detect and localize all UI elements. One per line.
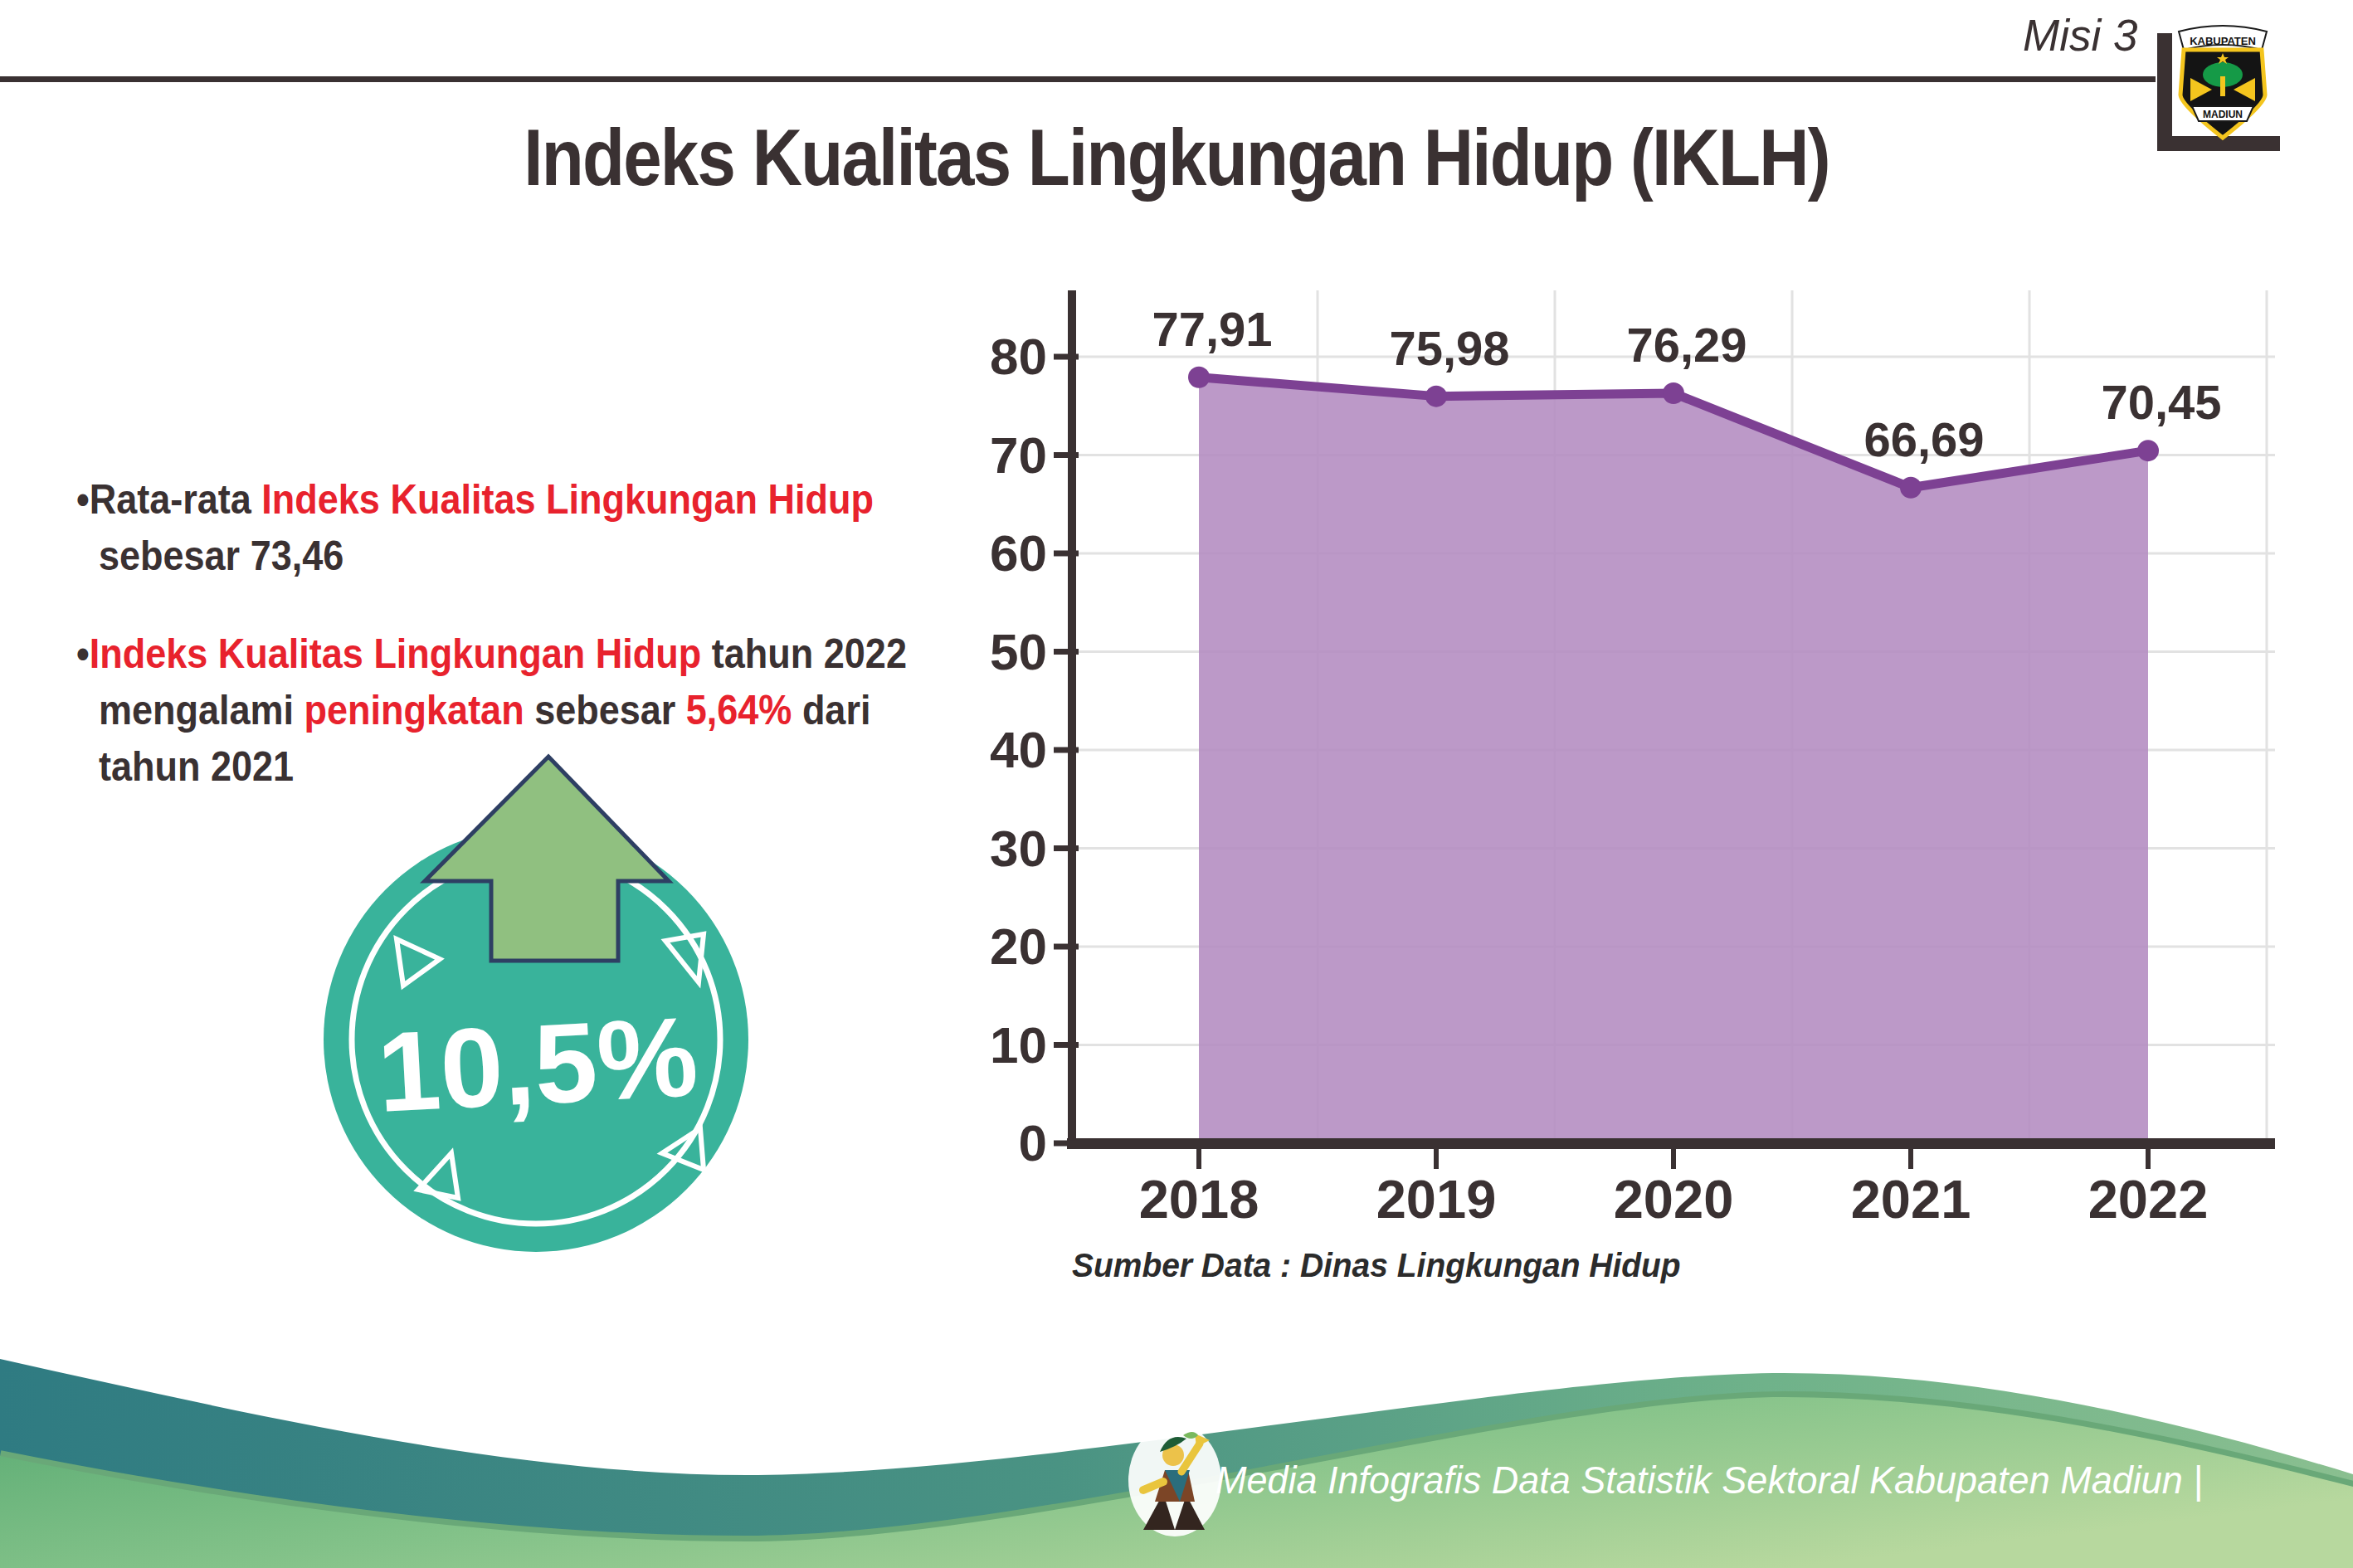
y-tick-label: 30 bbox=[990, 820, 1047, 877]
x-tick bbox=[2146, 1149, 2151, 1169]
y-tick-label: 70 bbox=[990, 426, 1047, 484]
y-tick-label: 80 bbox=[990, 328, 1047, 385]
kabupaten-madiun-logo: KABUPATEN MADIUN bbox=[2157, 26, 2280, 151]
logo-bottom-text: MADIUN bbox=[2203, 109, 2243, 120]
x-tick bbox=[1196, 1149, 1201, 1169]
badge-value: 10,5% bbox=[374, 993, 700, 1136]
y-tick-label: 60 bbox=[990, 524, 1047, 582]
data-label: 66,69 bbox=[1863, 412, 1984, 466]
data-label: 77,91 bbox=[1152, 302, 1272, 356]
footer-banner: Media Infografis Data Statistik Sektoral… bbox=[0, 1359, 2353, 1568]
y-tick-label: 40 bbox=[990, 721, 1047, 778]
y-tick bbox=[1054, 747, 1079, 753]
chart: 77,91 75,98 76,29 66,69 70,45 0 10 20 30 40 50 60 70… bbox=[990, 290, 2275, 1230]
data-point bbox=[1900, 477, 1922, 499]
data-label: 76,29 bbox=[1626, 318, 1746, 372]
y-tick bbox=[1054, 1042, 1079, 1048]
y-tick-label: 0 bbox=[1019, 1114, 1047, 1171]
data-point bbox=[1663, 382, 1684, 404]
y-tick-label: 10 bbox=[990, 1016, 1047, 1074]
graphics-layer: 77,91 75,98 76,29 66,69 70,45 0 10 20 30 40 50 60 70… bbox=[0, 0, 2353, 1568]
x-tick-label: 2019 bbox=[1376, 1169, 1497, 1230]
x-tick bbox=[1671, 1149, 1676, 1169]
x-tick-label: 2022 bbox=[2088, 1169, 2209, 1230]
mascot-icon bbox=[1128, 1424, 1221, 1536]
x-axis bbox=[1067, 1138, 2275, 1149]
y-axis bbox=[1068, 290, 1076, 1148]
x-tick bbox=[1908, 1149, 1913, 1169]
logo-top-text: KABUPATEN bbox=[2190, 35, 2256, 47]
x-tick-label: 2020 bbox=[1614, 1169, 1734, 1230]
y-tick-label: 50 bbox=[990, 623, 1047, 680]
y-tick bbox=[1054, 551, 1079, 557]
data-label: 75,98 bbox=[1389, 321, 1509, 375]
y-tick bbox=[1054, 1141, 1079, 1147]
data-point bbox=[1188, 367, 1210, 388]
footer-credit: Media Infografis Data Statistik Sektoral… bbox=[1215, 1458, 2203, 1502]
y-tick bbox=[1054, 649, 1079, 655]
y-tick bbox=[1054, 944, 1079, 950]
data-point bbox=[2137, 440, 2159, 461]
x-tick-label: 2018 bbox=[1139, 1169, 1259, 1230]
y-tick bbox=[1054, 354, 1079, 360]
area-fill bbox=[1199, 377, 2148, 1143]
infographic-slide: Misi 3 Indeks Kualitas Lingkungan Hidup … bbox=[0, 0, 2353, 1568]
x-tick bbox=[1434, 1149, 1439, 1169]
y-tick bbox=[1054, 452, 1079, 458]
increase-badge: 10,5% bbox=[324, 757, 748, 1252]
data-label: 70,45 bbox=[2101, 375, 2221, 429]
data-point bbox=[1425, 386, 1447, 407]
y-tick-label: 20 bbox=[990, 918, 1047, 975]
x-tick-label: 2021 bbox=[1851, 1169, 1971, 1230]
y-tick bbox=[1054, 845, 1079, 851]
